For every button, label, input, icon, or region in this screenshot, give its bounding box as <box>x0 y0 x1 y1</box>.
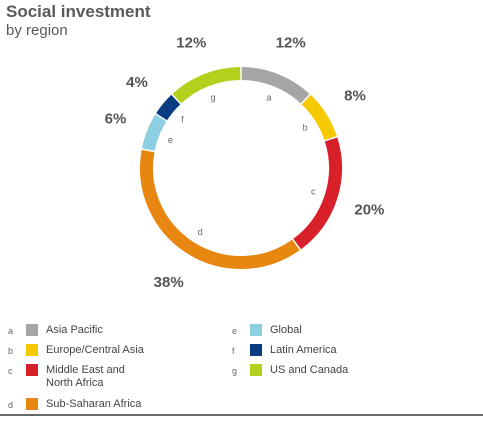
legend-label: Middle East and North Africa <box>46 364 125 389</box>
legend-swatch <box>250 364 262 376</box>
legend-letter: b <box>8 346 14 356</box>
legend-label: Asia Pacific <box>46 324 103 336</box>
slice-percent-d: 38% <box>154 274 184 291</box>
legend-letter: a <box>8 326 14 336</box>
legend-item-a: a Asia Pacific <box>8 324 103 338</box>
donut-chart: 12% a 8% b 20% c 38% d 6% e 4% f 12% g <box>105 34 385 291</box>
slice-letter-b: b <box>303 122 308 132</box>
slice-letter-f: f <box>181 115 184 125</box>
donut-slice-e <box>141 114 167 152</box>
chart-subtitle: by region <box>6 22 68 39</box>
legend-swatch <box>250 344 262 356</box>
donut-slice-g <box>172 67 241 104</box>
donut-slice-d <box>140 149 300 269</box>
donut-slice-b <box>301 94 337 141</box>
slice-letter-a: a <box>266 92 271 102</box>
slice-percent-f: 4% <box>126 74 148 91</box>
legend-label: US and Canada <box>270 364 349 376</box>
legend-letter: c <box>8 366 13 376</box>
legend-item-f: f Latin America <box>232 344 337 358</box>
legend-item-g: g US and Canada <box>232 364 348 378</box>
bottom-rule <box>0 414 483 416</box>
donut-slice-c <box>293 137 342 250</box>
legend-item-e: e Global <box>232 324 302 338</box>
legend-label: Sub-Saharan Africa <box>46 398 142 410</box>
legend-item-c: c Middle East and North Africa <box>8 364 141 390</box>
legend-label: Latin America <box>270 344 337 356</box>
slice-percent-e: 6% <box>105 110 127 127</box>
slice-letter-d: d <box>198 227 203 237</box>
legend-item-b: b Europe/Central Asia <box>8 344 144 358</box>
legend-letter: e <box>232 326 238 336</box>
slice-letter-g: g <box>211 92 216 102</box>
legend-swatch <box>26 324 38 336</box>
legend-swatch <box>26 344 38 356</box>
legend-swatch <box>250 324 262 336</box>
slice-percent-g: 12% <box>176 34 206 51</box>
chart-title: Social investment <box>6 2 151 21</box>
donut-slice-a <box>241 67 310 104</box>
slice-percent-c: 20% <box>354 202 384 219</box>
legend-swatch <box>26 364 38 376</box>
legend-letter: g <box>232 366 238 376</box>
legend-label: Global <box>270 324 302 336</box>
legend-item-d: d Sub-Saharan Africa <box>8 398 141 412</box>
legend-swatch <box>26 398 38 410</box>
legend-label: Europe/Central Asia <box>46 344 144 356</box>
donut-slice-f <box>156 94 181 121</box>
legend-letter: d <box>8 400 14 410</box>
slice-letter-e: e <box>168 135 173 145</box>
slice-letter-c: c <box>311 186 316 196</box>
slice-percent-a: 12% <box>276 34 306 51</box>
slice-percent-b: 8% <box>344 88 366 105</box>
legend-letter: f <box>232 346 235 356</box>
